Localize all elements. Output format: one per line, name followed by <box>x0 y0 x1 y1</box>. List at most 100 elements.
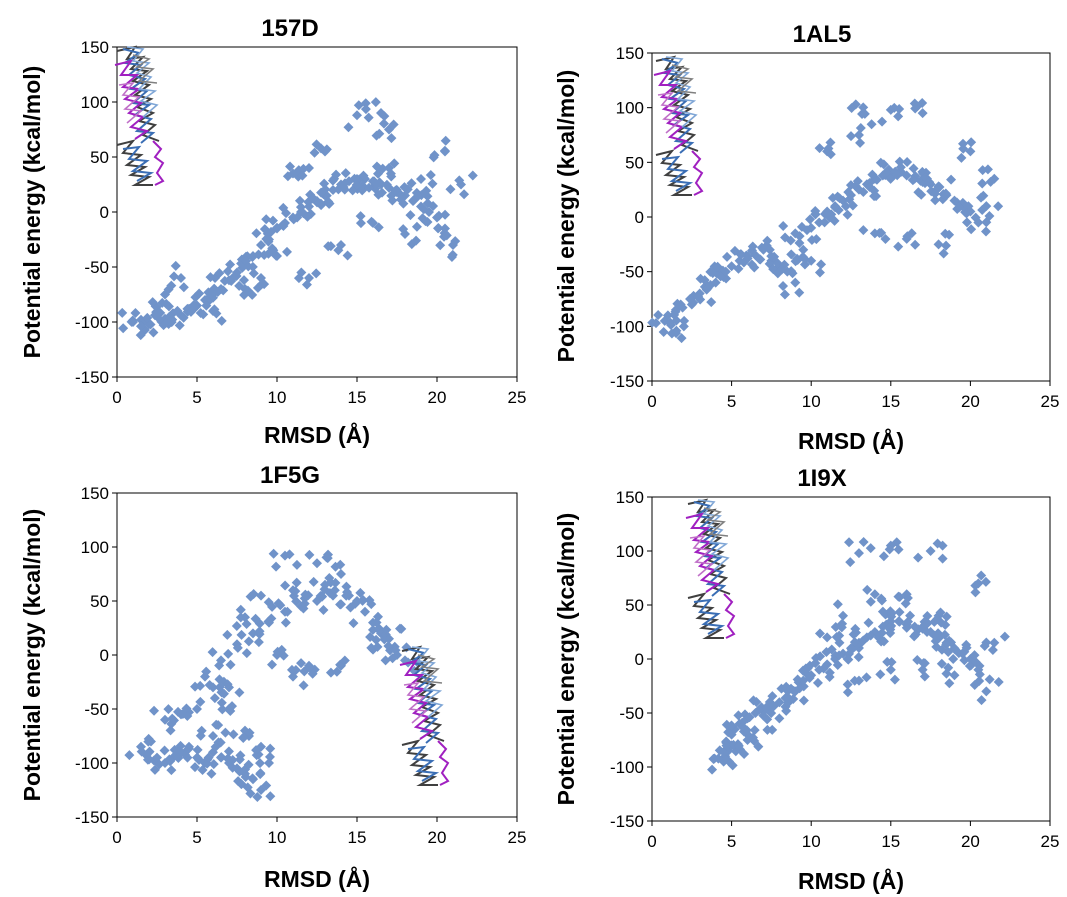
data-point <box>363 112 374 123</box>
data-point <box>420 216 431 227</box>
data-point <box>178 282 189 293</box>
x-tick-label: 20 <box>428 388 447 407</box>
data-point <box>749 262 760 273</box>
data-point <box>381 624 392 635</box>
data-point <box>858 635 869 646</box>
data-point <box>163 284 174 295</box>
data-point <box>234 687 245 698</box>
data-point <box>228 729 239 740</box>
y-axis-title: Potential energy (kcal/mol) <box>19 66 45 359</box>
data-point <box>209 693 220 704</box>
data-point <box>976 695 987 706</box>
data-point <box>878 636 889 647</box>
data-point <box>966 224 977 235</box>
data-point <box>865 630 876 641</box>
data-point <box>276 644 287 655</box>
data-point <box>386 171 397 182</box>
data-point <box>858 225 869 236</box>
y-tick-label: -50 <box>84 700 109 719</box>
data-point <box>412 191 423 202</box>
data-point <box>822 632 833 643</box>
data-point <box>197 764 208 775</box>
data-point <box>256 590 266 601</box>
data-point <box>371 161 382 172</box>
data-point <box>741 725 752 736</box>
data-point <box>278 202 289 213</box>
data-point <box>174 320 185 331</box>
data-point <box>980 576 991 587</box>
data-point <box>855 137 866 148</box>
data-point <box>941 639 952 650</box>
data-point <box>713 753 724 764</box>
data-point <box>311 268 322 279</box>
data-point <box>265 791 276 802</box>
data-point <box>794 287 805 298</box>
data-point <box>312 558 322 569</box>
data-point <box>201 666 212 677</box>
data-point <box>147 297 158 308</box>
data-point <box>834 193 845 204</box>
data-point <box>320 579 330 590</box>
data-point <box>251 228 262 239</box>
data-point <box>366 599 377 610</box>
data-point <box>781 705 792 716</box>
data-point <box>211 719 222 730</box>
data-point <box>286 664 297 675</box>
data-point <box>194 754 205 765</box>
data-point <box>932 614 943 625</box>
data-point <box>806 234 817 245</box>
data-point <box>753 704 764 715</box>
data-point <box>844 537 855 548</box>
y-tick-label: 0 <box>100 203 109 222</box>
data-point <box>349 173 360 184</box>
data-point <box>330 577 341 588</box>
y-tick-label: 50 <box>90 148 109 167</box>
data-point <box>364 182 375 193</box>
data-point <box>940 619 951 630</box>
data-point <box>936 658 947 669</box>
y-tick-label: 50 <box>625 153 644 172</box>
data-point <box>210 741 221 752</box>
data-point <box>169 271 180 282</box>
data-point <box>984 674 995 685</box>
data-point <box>316 143 327 154</box>
data-point <box>266 659 277 670</box>
data-point <box>912 654 923 665</box>
data-point <box>976 192 987 203</box>
scatter-panel-2: 0 5 10 15 20 25 150 100 50 0 -50 -100 -150 1AL5 RMSD (… <box>553 21 1059 454</box>
data-point <box>946 174 957 185</box>
data-point <box>786 249 797 260</box>
y-tick-label: -50 <box>84 258 109 277</box>
data-point <box>261 780 272 791</box>
data-point <box>323 549 334 560</box>
data-point <box>798 695 809 706</box>
data-point <box>261 214 272 225</box>
data-point <box>176 273 186 283</box>
data-point <box>917 108 928 119</box>
data-point <box>217 704 228 715</box>
data-point <box>805 214 816 225</box>
data-point <box>345 602 356 613</box>
data-point <box>806 255 817 266</box>
data-point <box>388 119 399 130</box>
data-point <box>329 585 340 596</box>
data-point <box>933 239 944 250</box>
data-point <box>225 659 236 670</box>
data-point <box>291 577 302 588</box>
data-point <box>297 170 308 181</box>
data-point <box>850 623 861 634</box>
data-point <box>913 552 924 563</box>
data-point <box>370 97 381 108</box>
data-point <box>774 713 785 724</box>
data-point <box>901 622 912 633</box>
data-point <box>969 680 980 691</box>
data-point <box>372 641 383 652</box>
data-point <box>308 193 319 204</box>
data-point <box>849 637 860 648</box>
data-point <box>858 102 869 113</box>
data-point <box>853 652 864 663</box>
data-point <box>910 239 921 250</box>
data-point <box>790 277 801 288</box>
data-point <box>284 549 295 560</box>
data-point <box>670 306 681 317</box>
